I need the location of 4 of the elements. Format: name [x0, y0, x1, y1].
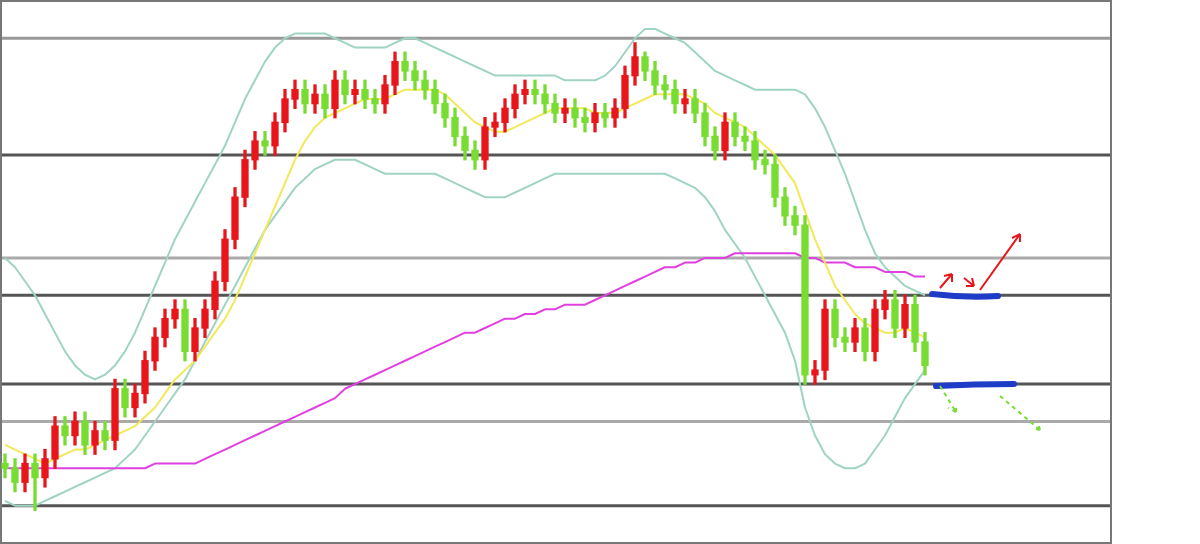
candlestick [561, 98, 569, 124]
candlestick [261, 131, 269, 156]
candlestick [601, 103, 609, 128]
candlestick [681, 88, 689, 114]
